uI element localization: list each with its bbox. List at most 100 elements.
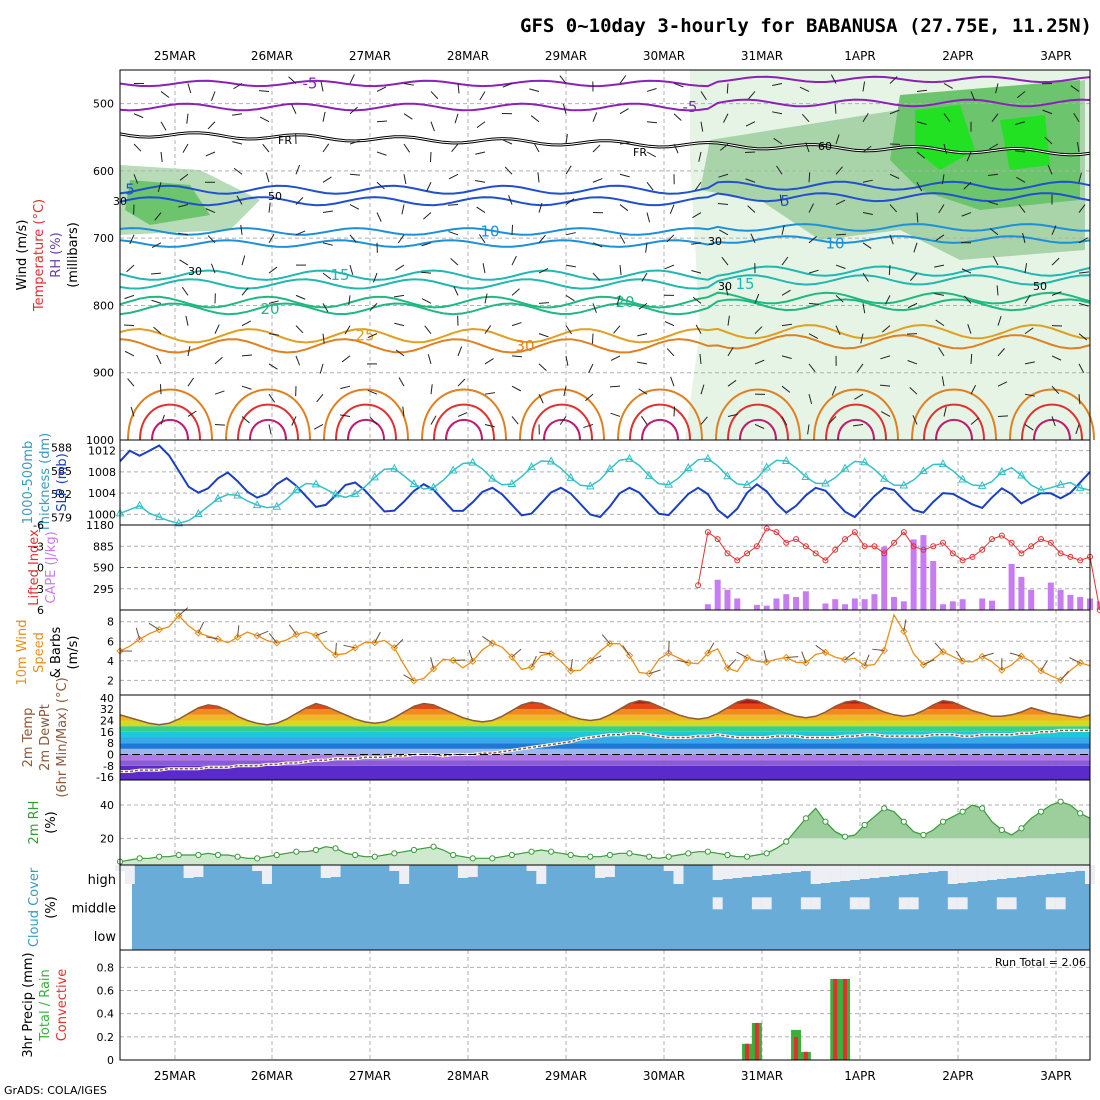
panel-precip: 0 0.2 0.4 0.6 0.8 Run Total = 2.06 3hr Precip … xyxy=(21,949,1091,1067)
wind-barb xyxy=(700,416,708,425)
dewpt-line xyxy=(120,729,1090,773)
wind-barb xyxy=(880,355,891,360)
wind-barb xyxy=(1051,291,1062,296)
boundary-layer-isotherm xyxy=(923,403,985,441)
run-total-label: Run Total = 2.06 xyxy=(995,956,1086,969)
wind-barb xyxy=(430,384,433,395)
wind-speed-point xyxy=(233,633,242,641)
temp-tick: 24 xyxy=(100,715,114,728)
wind-barb xyxy=(664,264,675,270)
thickness-point xyxy=(1036,485,1046,494)
wind-barb xyxy=(967,324,972,334)
lifted-index-point xyxy=(773,529,780,536)
cloud-gap xyxy=(761,897,772,910)
rh-point xyxy=(273,851,280,859)
thickness-point xyxy=(1056,479,1065,488)
wind-barb xyxy=(773,137,783,145)
rh-shade-west-core xyxy=(125,180,210,225)
rh-area-dark xyxy=(120,801,1090,839)
cape-bar xyxy=(959,599,966,610)
wind-barb xyxy=(349,264,354,275)
cloud-gap xyxy=(908,865,919,874)
wind-tick: 6 xyxy=(107,635,114,648)
isotherm-line xyxy=(119,323,1091,344)
li-tick: 3 xyxy=(37,583,44,596)
rh-point xyxy=(1018,825,1025,832)
wind-barb xyxy=(538,393,544,404)
wind-barb xyxy=(427,354,432,365)
wind-barb xyxy=(322,210,333,214)
cloud-level-label: middle xyxy=(72,902,116,917)
wind-barb xyxy=(1024,263,1028,274)
cape-bar xyxy=(783,594,790,610)
wind-barb xyxy=(533,143,540,153)
cape-bar xyxy=(940,604,947,610)
wind-barb xyxy=(970,91,976,101)
wind-barb xyxy=(1024,424,1034,431)
wind-barb xyxy=(831,385,837,396)
cloud-gap xyxy=(957,897,968,910)
precip-tick: 0.8 xyxy=(97,961,115,974)
wind-speed-point xyxy=(939,648,947,656)
cape-tick: 885 xyxy=(93,540,114,553)
bottom-date-label: 26MAR xyxy=(251,1069,293,1083)
wind-barb xyxy=(268,202,271,213)
wind-barb xyxy=(156,354,162,365)
cloud-gap xyxy=(957,865,968,883)
wind-barb xyxy=(748,91,756,100)
wind-barb xyxy=(340,385,351,390)
wind-barb xyxy=(610,355,621,361)
wind-barb xyxy=(646,151,656,158)
cape-bar xyxy=(763,605,770,610)
thickness-point xyxy=(762,462,772,471)
boundary-layer-isotherm xyxy=(347,418,385,441)
isotherm-line xyxy=(119,235,1091,248)
thickness-point xyxy=(860,457,869,466)
wind-barb xyxy=(1051,416,1056,427)
li-tick: 0 xyxy=(37,562,44,575)
wind-barb xyxy=(237,625,240,638)
wind-barb xyxy=(619,108,629,115)
bottom-date-label: 25MAR xyxy=(154,1069,196,1083)
wind-barb xyxy=(322,176,332,183)
wind-barb xyxy=(583,423,594,429)
panel-upper-air: 500 600 700 800 900 1000 -5 -5 5 5 10 10 15 15 20 20 25 3… xyxy=(15,69,1095,447)
wind-barb xyxy=(344,325,351,335)
wind-barb xyxy=(872,648,885,651)
wind-speed-point xyxy=(449,656,457,665)
wind-barb xyxy=(150,272,162,275)
wind-barb xyxy=(207,235,216,244)
isotherm-label: 10 xyxy=(480,222,499,240)
wind-barb xyxy=(530,115,540,123)
wind-barb xyxy=(258,90,270,92)
isotherm-label: 30 xyxy=(515,337,534,355)
wind-barb xyxy=(1044,136,1053,145)
thickness-point xyxy=(899,480,909,489)
wind-barb xyxy=(511,648,522,658)
panel-axis-label: (%) xyxy=(44,896,59,919)
wind-barb xyxy=(565,264,576,268)
cloud-gap xyxy=(124,865,135,884)
cape-bar xyxy=(802,591,809,610)
wind-speed-point xyxy=(508,653,516,661)
isotherm-line xyxy=(119,75,1091,88)
panel-axis-label: 2m RH xyxy=(27,801,42,845)
wind-speed-point xyxy=(135,635,144,644)
wind-barb xyxy=(531,655,537,668)
wind-barb xyxy=(989,143,999,150)
top-date-label: 25MAR xyxy=(154,49,196,63)
chart-title: GFS 0~10day 3-hourly for BABANUSA (27.75… xyxy=(520,15,1092,37)
wind-barb xyxy=(1009,652,1022,657)
cloud-gap xyxy=(1036,865,1047,875)
panel-axis-label: Thickness (dm) xyxy=(38,433,53,533)
cloud-gap xyxy=(604,865,615,877)
panel-axis-label: 10m Wind xyxy=(15,619,30,685)
wind-barb xyxy=(565,232,576,236)
wind-barb xyxy=(1060,670,1070,681)
top-date-label: 1APR xyxy=(844,49,875,63)
cloud-gap xyxy=(996,897,1007,910)
rh-point xyxy=(743,853,751,860)
isotherm-label: 5 xyxy=(780,192,790,210)
cloud-gap xyxy=(389,865,400,871)
wind-barb xyxy=(745,178,756,183)
